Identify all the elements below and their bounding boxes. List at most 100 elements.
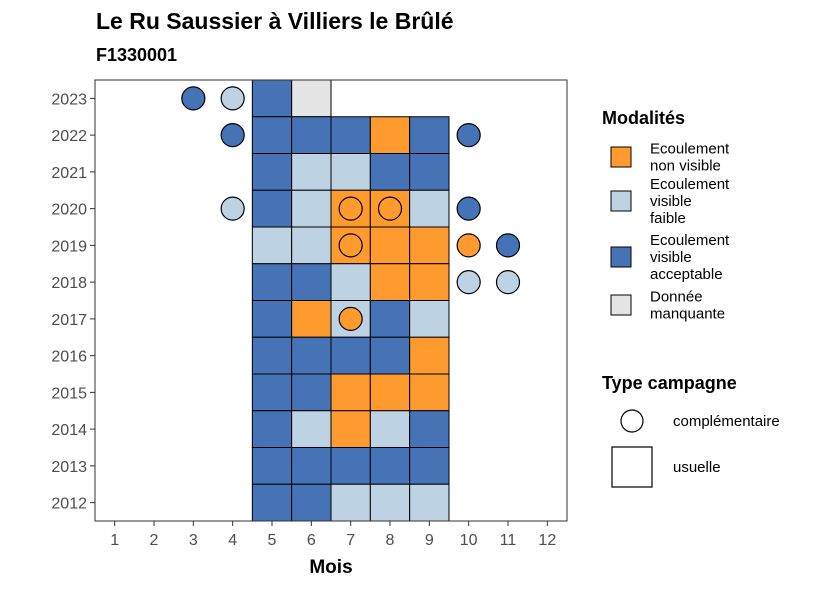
cell-2015-5 — [251, 373, 293, 412]
y-tick-label-2014: 2014 — [51, 422, 87, 439]
point-2022-4 — [220, 123, 245, 148]
x-tick-label-8: 8 — [386, 532, 395, 549]
legend-label-faible-1: visible — [650, 193, 692, 210]
plot-panel-border — [94, 79, 568, 522]
cell-2013-5 — [251, 447, 293, 485]
cell-2012-8 — [369, 483, 411, 522]
y-tick-label-2021: 2021 — [51, 165, 87, 182]
cell-2019-8 — [369, 226, 411, 265]
cell-2020-9 — [409, 189, 450, 228]
legend-label-usuelle: usuelle — [673, 459, 721, 476]
cell-2022-6 — [291, 116, 332, 154]
x-tick-label-3: 3 — [189, 532, 198, 549]
legend-title-modalites: Modalités — [602, 108, 685, 128]
cell-2018-6 — [291, 263, 332, 301]
x-tick-label-4: 4 — [228, 532, 237, 549]
cell-2013-6 — [291, 447, 332, 485]
legend-key-usuelle — [611, 446, 653, 488]
cell-2017-5 — [251, 300, 293, 338]
point-2019-11 — [495, 233, 521, 258]
legend-key-acceptable — [610, 246, 632, 268]
x-tick-label-6: 6 — [307, 532, 316, 549]
legend-label-manquante-0: Donnée — [650, 289, 703, 306]
point-2020-8 — [377, 196, 403, 221]
x-tick-label-11: 11 — [500, 532, 517, 549]
usuelle-cells — [251, 79, 450, 522]
cell-2022-9 — [409, 116, 450, 154]
legend-title-campagne: Type campagne — [602, 373, 737, 393]
cell-2021-8 — [369, 153, 411, 191]
cell-2014-6 — [291, 410, 332, 448]
cell-2017-6 — [291, 300, 332, 338]
cell-2019-5 — [251, 226, 293, 265]
y-tick-label-2015: 2015 — [51, 385, 87, 402]
y-tick-label-2017: 2017 — [51, 312, 87, 329]
point-2018-11 — [495, 270, 521, 295]
cell-2018-8 — [369, 263, 411, 301]
cell-2017-8 — [369, 300, 411, 338]
legend-label-nonvisible-1: non visible — [650, 158, 721, 175]
chart-title: Le Ru Saussier à Villiers le Brûlé — [96, 8, 454, 34]
cell-2012-6 — [291, 483, 332, 522]
cell-2021-9 — [409, 153, 450, 191]
cell-2012-7 — [330, 483, 371, 522]
cell-2016-6 — [291, 336, 332, 375]
cell-2016-8 — [369, 336, 411, 375]
point-2023-3 — [181, 86, 206, 111]
cell-2014-9 — [409, 410, 450, 448]
legend-key-faible — [610, 190, 632, 212]
cell-2012-9 — [409, 483, 450, 522]
cell-2017-9 — [409, 300, 450, 338]
x-tick-label-9: 9 — [425, 532, 434, 549]
cell-2019-6 — [291, 226, 332, 265]
y-tick-label-2018: 2018 — [51, 275, 87, 292]
cell-2020-6 — [291, 189, 332, 228]
cell-2016-9 — [409, 336, 450, 375]
legend-key-nonvisible — [610, 146, 632, 168]
legend-label-manquante-1: manquante — [650, 306, 725, 323]
legend-label-acceptable-1: visible — [650, 249, 692, 266]
cell-2021-6 — [291, 153, 332, 191]
cell-2015-8 — [369, 373, 411, 412]
cell-2014-5 — [251, 410, 293, 448]
cell-2021-7 — [330, 153, 371, 191]
cell-2018-7 — [330, 263, 371, 301]
x-axis-title: Mois — [309, 557, 352, 578]
cell-2016-7 — [330, 336, 371, 375]
y-tick-label-2023: 2023 — [51, 91, 87, 108]
point-2022-10 — [456, 123, 481, 148]
legend-label-faible-0: Ecoulement — [650, 176, 730, 193]
complementaire-points — [181, 86, 521, 331]
cell-2023-6 — [291, 79, 332, 118]
cell-2015-9 — [409, 373, 450, 412]
chart-subtitle: F1330001 — [96, 45, 178, 65]
cell-2013-7 — [330, 447, 371, 485]
cell-2023-5 — [251, 79, 293, 118]
point-2023-4 — [220, 86, 245, 111]
legend-key-manquante — [610, 294, 632, 316]
y-tick-label-2016: 2016 — [51, 349, 87, 366]
cell-2022-8 — [369, 116, 411, 154]
x-tick-label-12: 12 — [538, 532, 556, 549]
y-tick-label-2022: 2022 — [51, 128, 87, 145]
cell-2021-5 — [251, 153, 293, 191]
cell-2015-6 — [291, 373, 332, 412]
cell-2018-9 — [409, 263, 450, 301]
point-2019-7 — [338, 233, 363, 258]
cell-2013-8 — [369, 447, 411, 485]
legend-label-nonvisible-0: Ecoulement — [650, 141, 730, 158]
legend-label-faible-2: faible — [650, 210, 686, 227]
point-2020-7 — [338, 196, 363, 221]
legend-label-acceptable-2: acceptable — [650, 266, 723, 283]
point-2020-10 — [456, 196, 481, 221]
cell-2014-8 — [369, 410, 411, 448]
cell-2022-5 — [251, 116, 293, 154]
legend-label-acceptable-0: Ecoulement — [650, 232, 730, 249]
cell-2020-5 — [251, 189, 293, 228]
x-tick-label-2: 2 — [150, 532, 159, 549]
y-tick-label-2012: 2012 — [51, 496, 87, 513]
cell-2012-5 — [251, 483, 293, 522]
cell-2018-5 — [251, 263, 293, 301]
cell-2022-7 — [330, 116, 371, 154]
